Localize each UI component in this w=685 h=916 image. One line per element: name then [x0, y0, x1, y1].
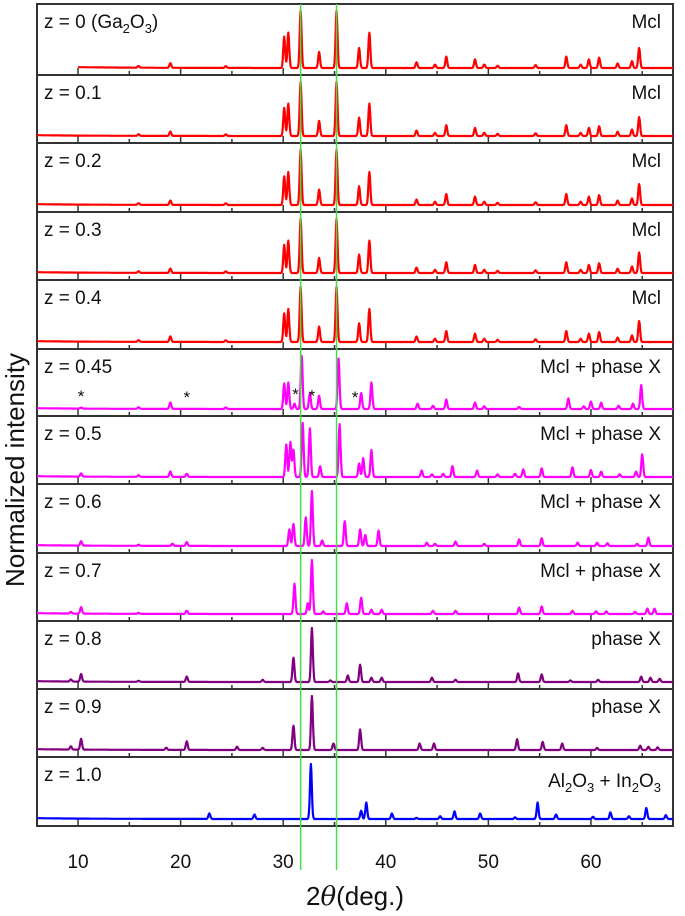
panel: z = 0 (Ga2O3) Mcl — [36, 3, 674, 76]
panel-frame — [36, 142, 674, 213]
panel-phase-label: phase X — [591, 629, 661, 650]
x-tick-label: 50 — [478, 852, 499, 873]
xrd-trace — [36, 80, 674, 138]
panel-phase-label: Mcl + phase X — [540, 561, 661, 582]
panel: z = 0.4 Mcl — [36, 279, 674, 350]
panel: z = 0.45 Mcl + phase X * * * * * — [36, 348, 674, 417]
panel-phase-label: Mcl — [631, 220, 661, 241]
panel: z = 0.9 phase X — [36, 688, 674, 758]
y-axis-title: Normalized intensity — [0, 353, 30, 587]
panel-phase-label: Mcl — [631, 12, 661, 33]
panel-z-label: z = 0.1 — [44, 83, 102, 104]
x-tick-label: 40 — [375, 852, 396, 873]
xrd-trace — [77, 9, 674, 70]
x-tick-label: 30 — [273, 852, 294, 873]
panel-phase-label: Mcl — [631, 151, 661, 172]
impurity-star-marker: * — [183, 388, 190, 407]
panel-frame — [36, 211, 674, 281]
panel-z-label: z = 0.8 — [44, 629, 102, 650]
xrd-trace — [36, 148, 674, 207]
x-tick-label: 10 — [67, 852, 88, 873]
panel-z-label: z = 0.6 — [44, 492, 102, 513]
x-tick-label: 20 — [170, 852, 191, 873]
panel-z-label: z = 0.2 — [44, 151, 102, 172]
panel-z-label: z = 0.4 — [44, 288, 102, 309]
panel-z-label: z = 0.3 — [44, 220, 102, 241]
panel: z = 0.7 Mcl + phase X — [36, 552, 674, 622]
panel-z-label: z = 1.0 — [44, 765, 102, 786]
impurity-star-marker: * — [309, 387, 316, 406]
panel-frame — [36, 483, 674, 554]
panel-frame — [36, 620, 674, 690]
panel-phase-label: Mcl + phase X — [540, 492, 661, 513]
reference-lines — [299, 4, 338, 870]
xrd-trace — [36, 558, 674, 616]
impurity-star-marker: * — [78, 387, 85, 406]
x-tick-labels: 10 20 30 40 50 60 — [67, 852, 601, 873]
xrd-trace — [36, 354, 674, 411]
panel: z = 1.0 Al2O3 + In2O3 — [36, 756, 674, 827]
panel: z = 0.1 Mcl — [36, 74, 674, 144]
panel-z-label: z = 0.45 — [44, 357, 112, 378]
panel-frame — [36, 688, 674, 758]
panel-phase-label: Al2O3 + In2O3 — [548, 771, 661, 795]
panel: z = 0.6 Mcl + phase X — [36, 483, 674, 554]
panel-z-label: z = 0.5 — [44, 424, 102, 445]
panel-frame — [36, 552, 674, 622]
xrd-trace — [36, 285, 674, 344]
panel-phase-label: Mcl — [631, 83, 661, 104]
panel-z-label: z = 0.9 — [44, 697, 102, 718]
panel-z-label: z = 0 (Ga2O3) — [44, 12, 158, 36]
panel-phase-label: Mcl + phase X — [540, 424, 661, 445]
panel: z = 0.3 Mcl — [36, 211, 674, 281]
panel: z = 0.8 phase X — [36, 620, 674, 690]
xrd-trace — [36, 694, 674, 752]
impurity-star-marker: * — [292, 385, 299, 404]
panel-frame — [36, 74, 674, 144]
panel-phase-label: Mcl — [631, 288, 661, 309]
panel-phase-label: Mcl + phase X — [540, 357, 661, 378]
panel: z = 0.5 Mcl + phase X — [36, 415, 674, 485]
xrd-trace — [36, 626, 674, 684]
xrd-trace — [36, 217, 674, 275]
xrd-trace — [36, 762, 674, 821]
xrd-trace — [36, 421, 674, 479]
panel-phase-label: phase X — [591, 697, 661, 718]
x-axis-title: 2θ(deg.) — [306, 881, 404, 912]
x-tick-label: 60 — [580, 852, 601, 873]
panel-frame — [36, 756, 674, 827]
impurity-star-marker: * — [352, 388, 359, 407]
panel: z = 0.2 Mcl — [36, 142, 674, 213]
panel-frame — [36, 279, 674, 350]
xrd-trace — [36, 489, 674, 548]
panel-frame — [36, 415, 674, 485]
panel-z-label: z = 0.7 — [44, 561, 102, 582]
